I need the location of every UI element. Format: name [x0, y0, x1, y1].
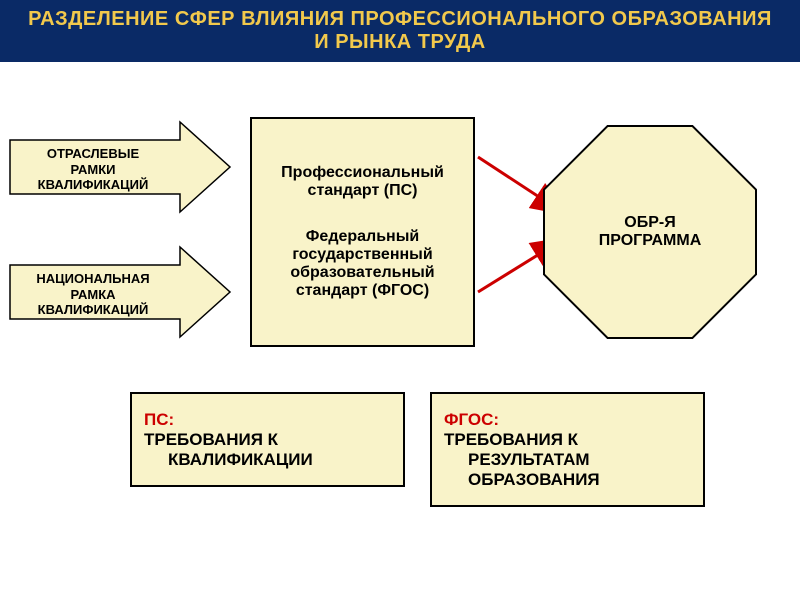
- diagram-canvas: ОТРАСЛЕВЫЕ РАМКИ КВАЛИФИКАЦИЙ НАЦИОНАЛЬН…: [0, 62, 800, 602]
- standards-line: образовательный: [290, 264, 434, 282]
- national-framework-label: НАЦИОНАЛЬНАЯ РАМКА КВАЛИФИКАЦИЙ: [18, 271, 168, 318]
- title-banner: РАЗДЕЛЕНИЕ СФЕР ВЛИЯНИЯ ПРОФЕССИОНАЛЬНОГ…: [0, 0, 800, 62]
- program-octagon: ОБР-Я ПРОГРАММА: [545, 127, 755, 337]
- standards-line: стандарт (ФГОС): [296, 282, 429, 300]
- standards-line: Федеральный: [306, 228, 419, 246]
- industry-frameworks-label: ОТРАСЛЕВЫЕ РАМКИ КВАЛИФИКАЦИЙ: [18, 146, 168, 193]
- label-line: РАМКА: [18, 287, 168, 303]
- ps-requirements-box: ПС: ТРЕБОВАНИЯ К КВАЛИФИКАЦИИ: [130, 392, 405, 487]
- title-text: РАЗДЕЛЕНИЕ СФЕР ВЛИЯНИЯ ПРОФЕССИОНАЛЬНОГ…: [28, 8, 772, 53]
- label-line: КВАЛИФИКАЦИЙ: [18, 302, 168, 318]
- ps-line: ТРЕБОВАНИЯ К: [144, 430, 278, 450]
- label-line: ОТРАСЛЕВЫЕ: [18, 146, 168, 162]
- standards-box: Профессиональный стандарт (ПС) Федеральн…: [250, 117, 475, 347]
- fgos-line: РЕЗУЛЬТАТАМ: [444, 450, 590, 470]
- fgos-label: ФГОС:: [444, 410, 499, 429]
- fgos-line: ОБРАЗОВАНИЯ: [444, 470, 600, 490]
- standards-line: Профессиональный: [281, 164, 444, 182]
- standards-line: стандарт (ПС): [308, 182, 418, 200]
- fgos-requirements-box: ФГОС: ТРЕБОВАНИЯ К РЕЗУЛЬТАТАМ ОБРАЗОВАН…: [430, 392, 705, 507]
- ps-label: ПС:: [144, 410, 174, 429]
- ps-line: КВАЛИФИКАЦИИ: [144, 450, 313, 470]
- octagon-line: ПРОГРАММА: [599, 232, 702, 250]
- octagon-line: ОБР-Я: [599, 214, 702, 232]
- standards-line: государственный: [292, 246, 432, 264]
- fgos-line: ТРЕБОВАНИЯ К: [444, 430, 578, 450]
- label-line: КВАЛИФИКАЦИЙ: [18, 177, 168, 193]
- label-line: НАЦИОНАЛЬНАЯ: [18, 271, 168, 287]
- label-line: РАМКИ: [18, 162, 168, 178]
